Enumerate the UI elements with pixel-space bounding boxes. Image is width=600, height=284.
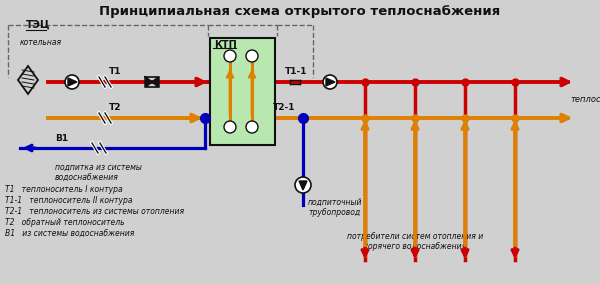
Text: Т2-1   теплоноситель из системы отопления: Т2-1 теплоноситель из системы отопления [5, 207, 184, 216]
Text: Т1: Т1 [109, 67, 121, 76]
Text: В1   из системы водоснабжения: В1 из системы водоснабжения [5, 229, 134, 238]
Text: подпитка из системы
водоснабжения: подпитка из системы водоснабжения [55, 163, 142, 182]
Text: Т2: Т2 [109, 103, 121, 112]
Text: Т1-1   теплоноситель II контура: Т1-1 теплоноситель II контура [5, 196, 133, 205]
Text: Т2   обратный теплоноситель: Т2 обратный теплоноситель [5, 218, 125, 227]
Text: КТП: КТП [214, 40, 237, 50]
FancyBboxPatch shape [210, 38, 275, 145]
Polygon shape [145, 77, 152, 87]
Text: Принципиальная схема открытого теплоснабжения: Принципиальная схема открытого теплоснаб… [100, 5, 500, 18]
Circle shape [323, 75, 337, 89]
Text: Т1   теплоноситель I контура: Т1 теплоноситель I контура [5, 185, 122, 194]
Polygon shape [68, 78, 77, 86]
Polygon shape [299, 181, 307, 190]
Text: ТЭЦ: ТЭЦ [26, 20, 50, 30]
Text: подпиточный
трубопровод: подпиточный трубопровод [308, 198, 362, 217]
Text: В1: В1 [55, 134, 68, 143]
Circle shape [246, 50, 258, 62]
Circle shape [246, 121, 258, 133]
Circle shape [224, 50, 236, 62]
Text: Т2-1: Т2-1 [272, 103, 295, 112]
Text: Т1-1: Т1-1 [285, 67, 308, 76]
Text: теплосеть: теплосеть [570, 95, 600, 105]
Circle shape [224, 121, 236, 133]
Text: котельная: котельная [20, 38, 62, 47]
Text: потребители систем отопления и
горячего водоснабжения: потребители систем отопления и горячего … [347, 232, 483, 251]
Polygon shape [152, 77, 159, 87]
Circle shape [295, 177, 311, 193]
Polygon shape [326, 78, 335, 86]
Circle shape [65, 75, 79, 89]
